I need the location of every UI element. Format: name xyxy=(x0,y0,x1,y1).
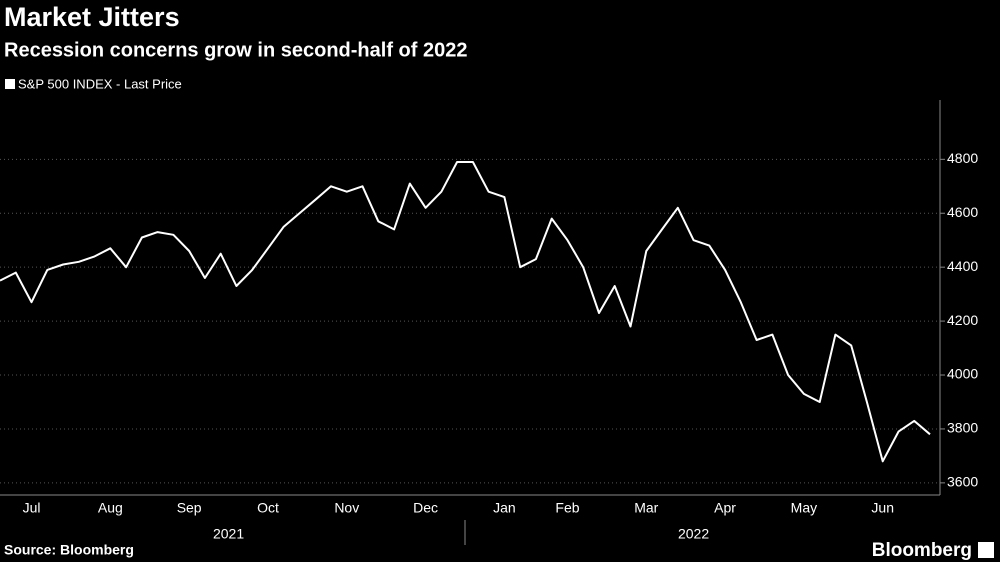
x-tick-label: Aug xyxy=(98,500,123,516)
y-tick-label: 4200 xyxy=(947,312,978,328)
year-label: 2021 xyxy=(213,526,244,542)
x-tick-label: Jan xyxy=(493,500,516,516)
brand-icon xyxy=(978,542,994,558)
x-tick-label: Sep xyxy=(177,500,202,516)
x-tick-label: Feb xyxy=(555,500,579,516)
y-tick-label: 4800 xyxy=(947,150,978,166)
chart-subtitle: Recession concerns grow in second-half o… xyxy=(4,39,467,61)
legend-swatch xyxy=(5,79,15,89)
x-tick-label: Jul xyxy=(23,500,41,516)
x-tick-label: Mar xyxy=(634,500,658,516)
y-tick-label: 3800 xyxy=(947,420,978,436)
brand: Bloomberg xyxy=(872,540,972,561)
y-tick-label: 4400 xyxy=(947,258,978,274)
y-tick-label: 4600 xyxy=(947,204,978,220)
x-tick-label: Jun xyxy=(871,500,894,516)
price-line xyxy=(0,161,931,463)
x-tick-label: Dec xyxy=(413,500,438,516)
source: Source: Bloomberg xyxy=(4,542,134,558)
x-tick-label: Oct xyxy=(257,500,279,516)
chart-title: Market Jitters xyxy=(4,2,180,32)
legend-label: S&P 500 INDEX - Last Price xyxy=(18,76,182,91)
x-tick-label: May xyxy=(791,500,817,516)
year-label: 2022 xyxy=(678,526,709,542)
x-tick-label: Nov xyxy=(334,500,359,516)
y-tick-label: 4000 xyxy=(947,366,978,382)
y-tick-label: 3600 xyxy=(947,474,978,490)
x-tick-label: Apr xyxy=(714,500,736,516)
